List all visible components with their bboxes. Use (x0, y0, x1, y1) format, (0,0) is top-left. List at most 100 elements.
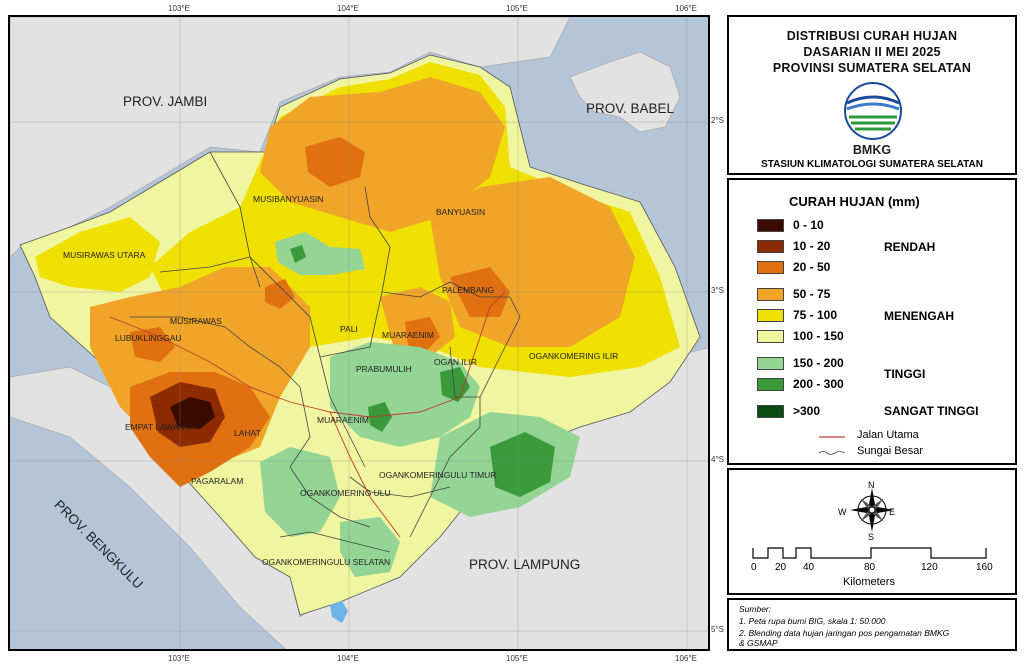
scale-bar (752, 547, 987, 559)
legend-range-75-100: 75 - 100 (793, 308, 838, 322)
zone-150-200-southwest (260, 447, 340, 537)
legend-range-10-20: 10 - 20 (793, 239, 831, 253)
zone-50-75-north (260, 77, 505, 232)
map-title-line3: PROVINSI SUMATERA SELATAN (772, 61, 972, 75)
source-line2: 2. Blending data hujan jaringan pos peng… (739, 628, 950, 638)
main-roads (109, 291, 506, 538)
label-pali: PALI (340, 324, 358, 334)
legend-range-100-150: 100 - 150 (793, 329, 844, 343)
label-lubuklinggau: LUBUKLINGGAU (115, 333, 182, 343)
legend-range-20-50: 20 - 50 (793, 260, 831, 274)
label-empat-lawang: EMPAT LAWANG (125, 422, 192, 432)
lat-label-2s: 2°S (711, 116, 724, 125)
map-title-line1: DISTRIBUSI CURAH HUJAN (786, 29, 958, 43)
station-name: STASIUN KLIMATOLOGI SUMATERA SELATAN (761, 159, 983, 170)
lon-label-105-top: 105°E (506, 4, 528, 13)
graticule (10, 17, 708, 649)
label-ogan-ilir: OGAN ILIR (434, 357, 477, 367)
legend-panel: CURAH HUJAN (mm) 0 - 10 10 - 20 20 - 50 … (727, 178, 1017, 465)
map-title-line2: DASARIAN II MEI 2025 (803, 45, 941, 59)
scale-tick-0: 0 (751, 562, 757, 573)
bangka-island (569, 51, 681, 133)
legend-swatch-150-200 (757, 357, 784, 370)
zone-200-300-ogan-ilir (440, 367, 470, 402)
label-lahat: LAHAT (234, 428, 261, 438)
legend-range-150-200: 150 - 200 (793, 356, 844, 370)
legend-swatch-50-75 (757, 288, 784, 301)
label-prov-lampung: PROV. LAMPUNG (469, 557, 581, 572)
zone-0-10 (170, 397, 215, 429)
legend-swatch-10-20 (757, 240, 784, 253)
title-panel: DISTRIBUSI CURAH HUJAN DASARIAN II MEI 2… (727, 15, 1017, 175)
lon-label-103-bottom: 103°E (168, 654, 190, 663)
label-muaraenim-city: MUARAENIM (382, 330, 434, 340)
lat-label-3s: 3°S (711, 286, 724, 295)
legend-swatch-75-100 (757, 309, 784, 322)
river-line-icon (819, 451, 845, 455)
legend-range-300-plus: >300 (793, 404, 821, 418)
road-line-icon (819, 436, 845, 438)
legend-swatch-0-10 (757, 219, 784, 232)
label-prabumulih: PRABUMULIH (356, 364, 412, 374)
label-oku: OGANKOMERING ULU (300, 488, 391, 498)
source-panel: Sumber: 1. Peta rupa bumi BIG, skala 1: … (727, 598, 1017, 651)
lon-label-103-top: 103°E (168, 4, 190, 13)
map-canvas (10, 17, 708, 649)
scale-tick-20: 20 (775, 562, 787, 573)
lat-label-5s: 5°S (711, 625, 724, 634)
source-heading: Sumber: (739, 604, 772, 614)
label-musi-rawas: MUSIRAWAS (170, 316, 222, 326)
compass-n: N (868, 480, 875, 490)
legend-range-50-75: 50 - 75 (793, 287, 831, 301)
compass-rose-icon (850, 488, 894, 532)
compass-s: S (868, 532, 875, 542)
legend-river-label: Sungai Besar (857, 445, 924, 457)
label-prov-babel: PROV. BABEL (586, 101, 675, 116)
legend-swatch-20-50 (757, 261, 784, 274)
legend-swatch-200-300 (757, 378, 784, 391)
label-oku-timur: OGANKOMERINGULU TIMUR (379, 470, 497, 480)
legend-road-label: Jalan Utama (857, 429, 919, 441)
lon-label-106-top: 106°E (675, 4, 697, 13)
label-pagaralam: PAGARALAM (191, 476, 244, 486)
lon-label-106-bottom: 106°E (675, 654, 697, 663)
scale-tick-120: 120 (921, 562, 938, 573)
scale-unit-label: Kilometers (843, 576, 895, 588)
zone-200-300-muaraenim (368, 402, 392, 432)
zone-20-50-lubuk (130, 327, 175, 362)
regency-boundaries (130, 151, 521, 553)
scale-tick-80: 80 (864, 562, 876, 573)
legend-category-tinggi: TINGGI (884, 367, 926, 381)
label-musi-banyuasin: MUSIBANYUASIN (253, 194, 324, 204)
label-musi-rawas-utara: MUSIRAWAS UTARA (63, 250, 146, 260)
compass-w: W (838, 507, 847, 517)
legend-category-menengah: MENENGAH (884, 309, 955, 323)
zone-20-50-spot (265, 279, 295, 309)
scale-tick-160: 160 (976, 562, 993, 573)
lon-label-104-top: 104°E (337, 4, 359, 13)
label-muaraenim: MUARAENIM (317, 415, 369, 425)
scale-panel: N S E W 0 20 40 80 120 160 Kilometers (727, 468, 1017, 595)
zone-20-50-ma (405, 317, 440, 352)
zone-200-300-oku-timur (490, 432, 555, 497)
bmkg-logo (844, 82, 902, 140)
legend-category-sangat-tinggi: SANGAT TINGGI (884, 404, 979, 418)
zone-75-100-west (35, 217, 160, 292)
lat-label-4s: 4°S (711, 455, 724, 464)
label-palembang: PALEMBANG (442, 285, 495, 295)
lon-label-104-bottom: 104°E (337, 654, 359, 663)
lon-label-105-bottom: 105°E (506, 654, 528, 663)
legend-swatch-100-150 (757, 330, 784, 343)
rainfall-map: PROV. JAMBI PROV. BABEL PROV. BENGKULU P… (8, 15, 710, 651)
legend-title: CURAH HUJAN (mm) (789, 194, 920, 209)
zone-20-50-north (305, 137, 365, 187)
scale-tick-40: 40 (803, 562, 815, 573)
legend-swatch-300-plus (757, 405, 784, 418)
source-line3: & GSMAP (739, 638, 778, 648)
zone-150-200-north (275, 232, 365, 275)
source-line1: 1. Peta rupa bumi BIG, skala 1: 50.000 (739, 616, 886, 626)
compass-e: E (889, 507, 896, 517)
zone-200-300-north (290, 245, 306, 263)
legend-category-rendah: RENDAH (884, 240, 936, 254)
label-prov-jambi: PROV. JAMBI (123, 94, 208, 109)
